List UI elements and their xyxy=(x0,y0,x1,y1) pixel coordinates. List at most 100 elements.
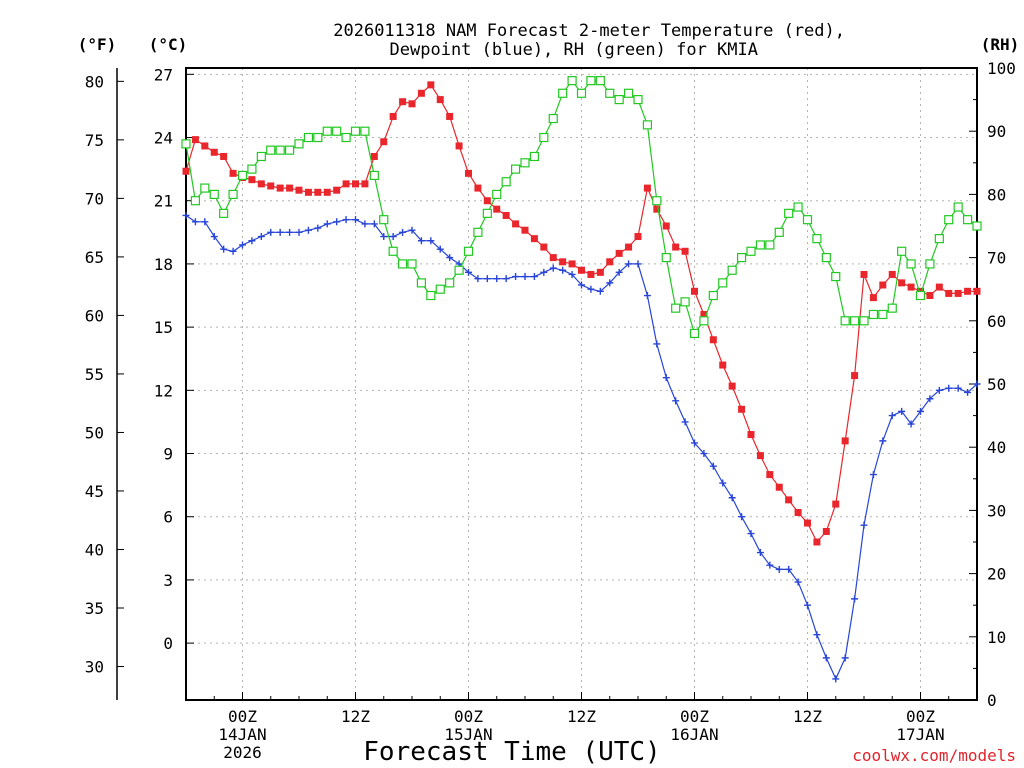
x-tick-day-label: 17JAN xyxy=(896,725,944,744)
relative-humidity-point xyxy=(539,132,549,143)
plot-frame xyxy=(185,67,978,701)
dewpoint-point xyxy=(474,275,482,283)
2-meter-temperature-point xyxy=(888,270,896,278)
dewpoint-point xyxy=(709,462,717,470)
relative-humidity-point xyxy=(802,215,813,225)
relative-humidity-point xyxy=(482,208,492,218)
x-tick-label: 12Z xyxy=(567,707,596,726)
2-meter-temperature-point xyxy=(587,270,595,278)
fahrenheit-tick-label: 65 xyxy=(85,248,104,267)
relative-humidity-point xyxy=(313,132,323,143)
fahrenheit-tick-label: 55 xyxy=(85,365,104,384)
relative-humidity-point xyxy=(812,234,822,244)
2-meter-temperature-point xyxy=(333,186,341,194)
2-meter-temperature-point xyxy=(502,211,510,219)
relative-humidity-point xyxy=(463,246,474,256)
2-meter-temperature-point xyxy=(691,287,698,295)
dewpoint-point xyxy=(672,397,680,405)
dewpoint-point xyxy=(926,395,934,403)
celsius-tick-label: 27 xyxy=(154,65,173,84)
2-meter-temperature-point xyxy=(672,243,680,251)
source-credit: coolwx.com/models xyxy=(852,746,1016,765)
relative-humidity-point xyxy=(407,259,417,269)
relative-humidity-point xyxy=(887,303,897,313)
fahrenheit-tick-label: 75 xyxy=(85,131,104,150)
2-meter-temperature-point xyxy=(276,184,284,192)
celsius-axis-unit: (°C) xyxy=(149,35,188,54)
fahrenheit-tick-label: 50 xyxy=(85,423,104,442)
relative-humidity-point xyxy=(209,189,219,199)
dewpoint-point xyxy=(559,266,567,274)
dewpoint-point xyxy=(606,279,614,287)
dewpoint-point xyxy=(493,275,501,283)
dewpoint-point xyxy=(634,260,642,268)
2-meter-temperature-point xyxy=(766,471,774,479)
dewpoint-point xyxy=(295,228,303,236)
dewpoint-point xyxy=(860,521,868,529)
relative-humidity-point xyxy=(294,139,304,149)
dewpoint-point xyxy=(352,216,359,224)
2-meter-temperature-point xyxy=(945,289,953,297)
dewpoint-point xyxy=(907,420,915,428)
relative-humidity-point xyxy=(944,215,954,225)
relative-humidity-point xyxy=(322,126,332,136)
2-meter-temperature-point xyxy=(606,258,614,266)
dewpoint-point xyxy=(370,220,378,228)
2-meter-temperature-point xyxy=(540,243,548,251)
relative-humidity-point xyxy=(586,76,596,86)
dewpoint-point xyxy=(417,237,425,245)
relative-humidity-point xyxy=(520,158,530,168)
relative-humidity-point xyxy=(614,94,624,105)
relative-humidity-point xyxy=(237,170,248,181)
fahrenheit-tick-label: 45 xyxy=(85,482,104,501)
dewpoint-point xyxy=(964,388,972,396)
relative-humidity-point xyxy=(736,253,747,263)
fahrenheit-tick-label: 40 xyxy=(85,540,104,559)
2-meter-temperature-point xyxy=(785,496,793,504)
2-meter-temperature-point xyxy=(898,279,906,287)
2-meter-temperature-point xyxy=(851,372,859,380)
celsius-tick-label: 15 xyxy=(154,318,173,337)
2-meter-temperature-point xyxy=(822,527,830,535)
relative-humidity-point xyxy=(727,265,737,275)
2-meter-temperature-point xyxy=(804,519,811,527)
2-meter-temperature-point xyxy=(549,254,557,262)
2-meter-temperature-point xyxy=(304,188,312,196)
2-meter-temperature-point xyxy=(474,184,482,192)
dewpoint-point xyxy=(530,273,538,281)
dewpoint-point xyxy=(681,418,689,426)
2-meter-temperature-series xyxy=(182,81,981,546)
dewpoint-point xyxy=(643,292,651,300)
2-meter-temperature-point xyxy=(295,186,303,194)
rh-tick-label: 30 xyxy=(987,501,1006,520)
2-meter-temperature-point xyxy=(427,81,435,89)
dewpoint-point xyxy=(502,275,510,283)
dewpoint-point xyxy=(248,237,256,245)
relative-humidity-point xyxy=(595,76,605,86)
relative-humidity-point xyxy=(576,88,587,98)
relative-humidity-point xyxy=(680,297,690,307)
dewpoint-point xyxy=(333,218,341,226)
2-meter-temperature-point xyxy=(634,233,642,241)
dewpoint-point xyxy=(512,273,520,281)
fahrenheit-tick-label: 80 xyxy=(85,72,104,91)
dewpoint-point xyxy=(342,216,350,224)
relative-humidity-point xyxy=(831,271,841,282)
2-meter-temperature-point xyxy=(747,431,755,439)
2-meter-temperature-point xyxy=(248,176,256,184)
relative-humidity-point xyxy=(623,88,634,98)
dewpoint-point xyxy=(625,260,633,268)
2-meter-temperature-point xyxy=(879,281,887,289)
dewpoint-series xyxy=(182,211,981,683)
relative-humidity-point xyxy=(200,183,210,193)
dewpoint-point xyxy=(596,287,604,295)
2-meter-temperature-point xyxy=(709,336,717,344)
relative-humidity-point xyxy=(962,215,973,225)
2-meter-temperature-point xyxy=(954,289,962,297)
relative-humidity-point xyxy=(793,202,803,212)
2-meter-temperature-point xyxy=(323,188,331,196)
rh-tick-label: 60 xyxy=(987,312,1006,331)
dewpoint-point xyxy=(267,228,275,236)
dewpoint-point xyxy=(304,226,312,234)
